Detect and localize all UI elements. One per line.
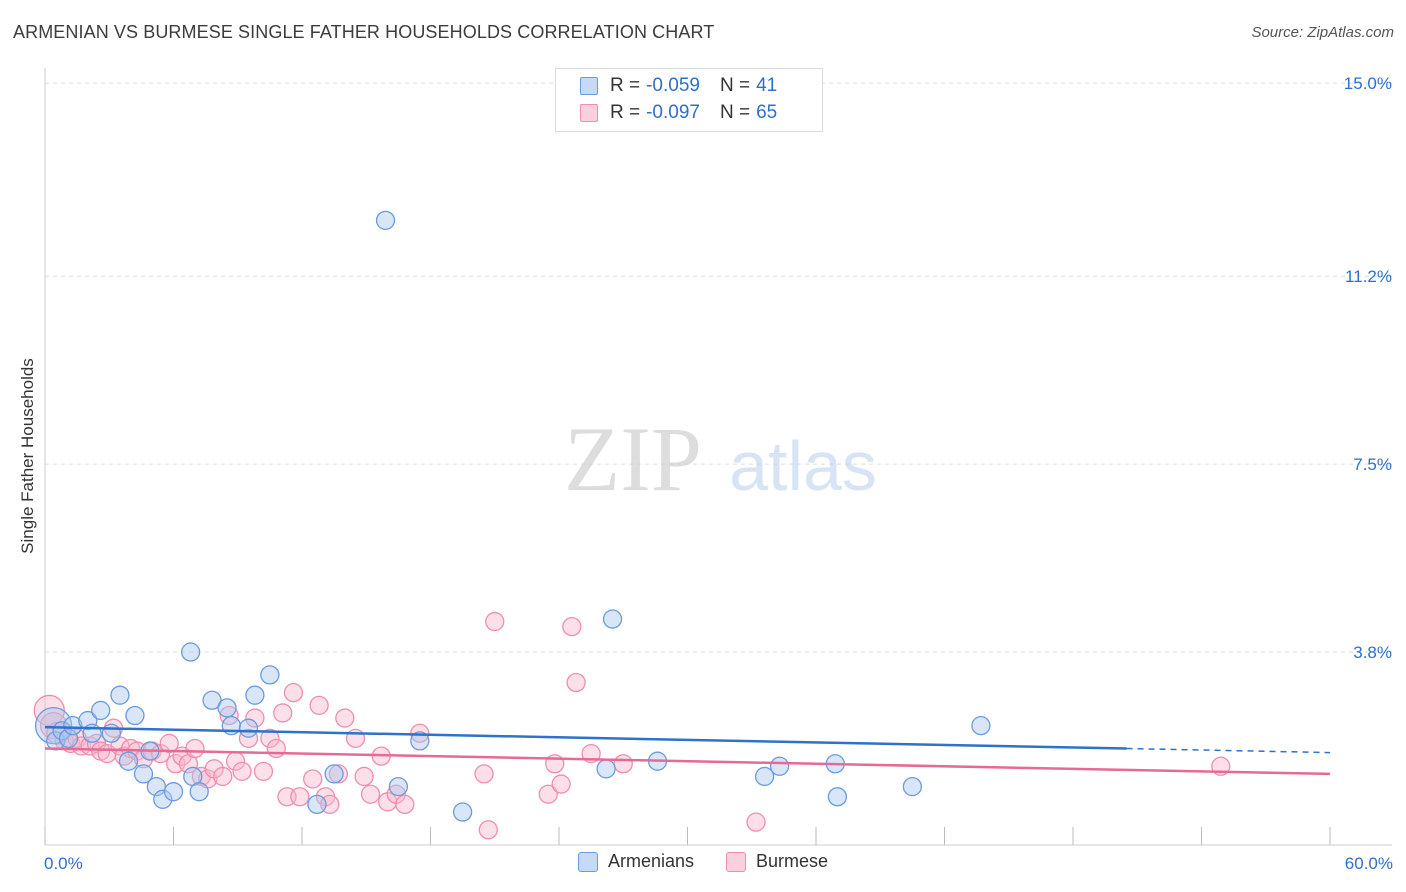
armenian-points [34,210,991,822]
armenian-trend-line [44,725,1127,750]
source-credit: Source: ZipAtlas.com [1251,24,1394,41]
legend-r-label: R = [610,102,641,123]
chart-title: ARMENIAN VS BURMESE SINGLE FATHER HOUSEH… [13,22,715,42]
armenian-point [324,764,344,784]
burmese-point [260,728,280,749]
burmese-point [566,672,586,693]
burmese-point [485,611,505,632]
armenian-point [238,718,259,738]
y-tick-label: 7.5% [1353,455,1392,474]
armenian-point [189,782,209,802]
y-tick-label: 3.8% [1353,643,1392,662]
burmese-points [33,611,1231,840]
burmese-swatch [580,104,598,122]
watermark-zip: ZIP [564,408,702,510]
burmese-legend-label: Burmese [756,851,829,871]
armenians-legend-swatch [577,851,598,872]
burmese-point [238,728,259,749]
armenian-point [260,665,280,685]
y-tick-label: 15.0% [1344,74,1392,93]
armenian-point [245,685,265,705]
armenian-point [91,700,111,721]
trend-lines [44,725,1331,776]
burmese-point [266,738,286,759]
burmese-point [213,766,233,787]
burmese-point [309,695,329,715]
armenian-point [902,776,923,797]
burmese-point [562,616,582,637]
armenian-point [307,794,327,815]
burmese-point [474,764,494,784]
burmese-point [303,769,323,789]
burmese-point [395,794,415,815]
x-tick-label: 60.0% [1345,854,1393,873]
armenian-point [827,787,848,807]
armenian-point [163,782,184,802]
tick-labels: 3.8% 7.5% 11.2% 15.0% 0.0% 60.0% [44,74,1393,873]
burmese-point [253,761,274,782]
legend-r-value: -0.059 [646,75,700,96]
burmese-point [290,787,310,807]
burmese-point [478,820,498,840]
gridlines [45,82,1392,653]
armenian-point [118,751,139,771]
armenian-point [63,716,83,736]
burmese-point [354,766,374,787]
armenian-point [971,716,991,736]
legend-r-label: R = [610,75,641,96]
legend-item-armenians[interactable]: Armenians [577,851,694,872]
burmese-trend-line [44,747,1331,776]
armenian-point [133,764,154,784]
legend-row-armenians: R = -0.059 N = 41 [580,73,777,99]
y-tick-label: 11.2% [1345,267,1392,286]
watermark: ZIP atlas [564,408,877,510]
legend-row-burmese: R = -0.097 N = 65 [580,100,777,126]
armenians-swatch [580,77,598,95]
armenian-point [410,731,430,751]
armenian-point [375,210,396,231]
armenian-point [78,710,98,731]
armenian-point [101,723,122,743]
armenian-point [202,690,222,710]
armenian-point [125,705,145,726]
armenian-point [153,789,173,809]
legend-n-value: 65 [756,102,778,123]
legend-n-label: N = [719,102,751,123]
series-legend: Armenians Burmese [0,851,1406,872]
legend-n-label: N = [719,75,751,96]
legend-item-burmese[interactable]: Burmese [726,851,828,872]
armenians-legend-label: Armenians [607,851,694,871]
burmese-point [328,764,349,784]
burmese-point [159,733,179,754]
watermark-atlas: atlas [729,427,877,505]
burmese-point [283,682,304,703]
burmese-point [551,774,571,794]
armenian-point [217,698,237,718]
x-tick-label: 0.0% [44,854,83,873]
burmese-point [538,784,558,804]
legend-n-value: 41 [756,75,778,96]
burmese-legend-swatch [726,851,746,872]
burmese-point [185,738,205,759]
armenian-point [754,766,775,787]
armenian-point [180,642,201,662]
burmese-point [335,708,355,728]
burmese-point [273,703,293,723]
burmese-point [746,812,766,832]
armenian-trend-extension [1126,747,1331,754]
armenian-point [110,685,130,705]
armenian-point [769,756,790,776]
burmese-point [613,754,633,774]
burmese-point [232,761,252,782]
burmese-point [360,784,381,804]
armenian-point [596,759,616,779]
legend-r-value: -0.097 [646,102,700,123]
armenian-point [58,728,79,749]
burmese-point [245,708,265,728]
armenian-point [452,802,473,822]
correlation-legend: R = -0.059 N = 41 R = -0.097 N = 65 [555,68,823,132]
armenian-point [602,609,623,629]
armenian-point [388,776,409,797]
